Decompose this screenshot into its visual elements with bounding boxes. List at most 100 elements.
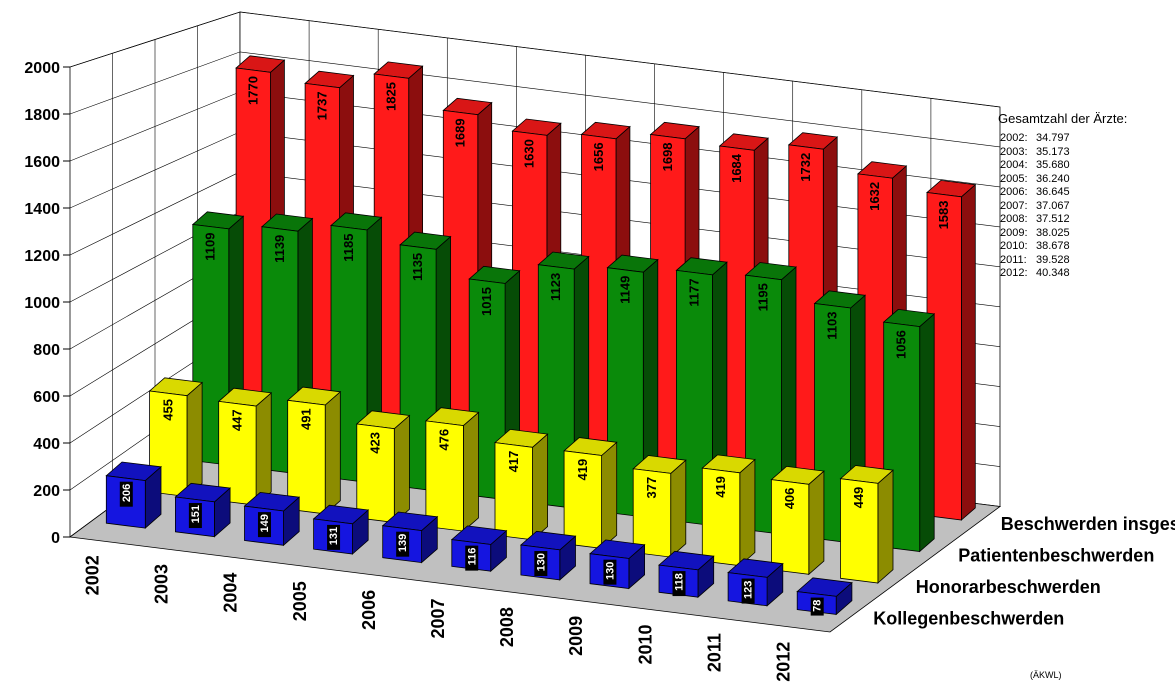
source-note: (ÄKWL) (1030, 670, 1062, 680)
bar-side (186, 381, 203, 498)
bar-side (739, 458, 756, 567)
bar-value-label: 1109 (203, 233, 218, 261)
bar-front (356, 423, 395, 523)
series-label: Honorarbeschwerden (916, 577, 1101, 597)
bar-value-label: 1630 (522, 139, 537, 168)
category-label: 2008 (497, 607, 517, 647)
info-row: 2006: 36.645 (998, 186, 1127, 200)
y-tick-label: 1800 (24, 107, 60, 124)
bar-value-label: 1135 (410, 253, 425, 281)
info-row-value: 39.528 (1036, 253, 1070, 266)
bar-side (877, 469, 894, 584)
category-label: 2006 (359, 590, 379, 630)
y-tick-label: 400 (33, 436, 60, 453)
bar-front (840, 478, 879, 584)
bar: 130 (519, 530, 577, 581)
bar: 139 (381, 511, 439, 564)
info-row-year: 2011: (1000, 253, 1027, 266)
bar-value-label: 1689 (453, 118, 468, 147)
info-row-value: 35.173 (1036, 145, 1070, 158)
bar: 78 (796, 577, 853, 616)
bar-value-label: 419 (575, 459, 590, 481)
bar-value-label: 1684 (729, 153, 744, 183)
bar-side (393, 414, 410, 524)
info-row-value: 38.025 (1036, 226, 1070, 239)
info-row-value: 35.680 (1036, 159, 1070, 171)
bar-value-label: 417 (506, 451, 521, 473)
info-row: 2005: 36.240 (998, 173, 1127, 187)
bar-value-label: 78 (812, 600, 824, 612)
bar-front (425, 420, 464, 532)
bar-value-label: 1737 (314, 91, 329, 120)
category-label: 2010 (635, 624, 655, 664)
info-row-value: 40.348 (1036, 267, 1070, 279)
bar-side (961, 183, 976, 521)
bar-front (218, 400, 257, 506)
bar-side (255, 392, 272, 507)
bar-value-label-bg (672, 571, 686, 597)
bar-value-label-bg (119, 481, 133, 507)
bar-value-label: 406 (782, 488, 797, 510)
bar-front (563, 450, 602, 549)
bar-value-label: 1185 (341, 234, 356, 262)
bar-front (494, 442, 533, 541)
category-label: 2009 (566, 616, 586, 656)
y-tick-label: 2000 (24, 60, 60, 77)
bar: 206 (105, 461, 162, 529)
bar-value-label: 130 (535, 553, 547, 571)
bar-value-label: 1656 (591, 142, 606, 171)
y-tick-label: 1600 (24, 154, 60, 171)
y-tick-label: 0 (51, 530, 60, 547)
bar-value-label: 1149 (617, 276, 632, 304)
bar: 476 (424, 407, 480, 532)
bar-value-label: 1698 (660, 142, 675, 171)
bar-value-label: 118 (673, 573, 685, 591)
bar-value-label: 151 (190, 505, 202, 523)
bar-value-label-bg (741, 578, 755, 604)
bar-value-label: 1103 (825, 311, 840, 339)
info-row-year: 2003: (1000, 145, 1028, 158)
category-label: 2007 (428, 599, 448, 639)
info-row-year: 2010: (1000, 240, 1028, 252)
info-row-year: 2004: (1000, 159, 1028, 171)
bar-value-label: 447 (229, 409, 244, 431)
category-label: 2003 (152, 564, 172, 604)
bar: 491 (286, 386, 342, 515)
bar-value-label: 116 (466, 548, 478, 566)
y-tick-label: 600 (33, 389, 60, 406)
info-row: 2009: 38.025 (998, 227, 1127, 241)
bar: 377 (632, 455, 687, 558)
bar-front (771, 479, 810, 575)
bar-front (701, 467, 741, 567)
bar-value-label-bg (465, 545, 479, 571)
bar-value-label-bg (327, 524, 341, 550)
bar: 447 (217, 387, 273, 507)
gridline (69, 51, 1001, 148)
bar-value-label-bg (257, 512, 271, 538)
bar-value-label-bg (810, 597, 824, 616)
bar-value-label: 419 (713, 476, 728, 498)
y-tick-label: 1000 (24, 295, 60, 312)
info-rows: 2002: 34.797 2003: 35.173 2004: 35.680 2005: 36… (998, 132, 1127, 281)
bar: 131 (312, 504, 370, 555)
info-row: 2012: 40.348 (998, 267, 1127, 281)
bar-value-label: 423 (368, 432, 383, 454)
bar-value-label: 123 (743, 581, 755, 599)
info-title: Gesamtzahl der Ärzte: (998, 111, 1128, 126)
bar: 423 (355, 410, 411, 524)
info-row-year: 2009: (1000, 226, 1028, 239)
bar-value-label: 1732 (798, 153, 813, 182)
bar-value-label: 1177 (686, 278, 701, 306)
bar: 130 (589, 539, 646, 590)
bar-value-label: 131 (328, 527, 340, 545)
y-tick-label: 1200 (24, 248, 60, 265)
bar-value-label-bg (603, 559, 617, 585)
bar-value-label: 1825 (384, 82, 399, 111)
bar-value-label: 377 (644, 477, 659, 499)
info-row: 2010: 38.678 (998, 240, 1127, 254)
bar-front (632, 468, 672, 558)
bar: 116 (450, 525, 508, 573)
bar: 123 (727, 558, 784, 607)
series-label: Patientenbeschwerden (958, 546, 1154, 566)
